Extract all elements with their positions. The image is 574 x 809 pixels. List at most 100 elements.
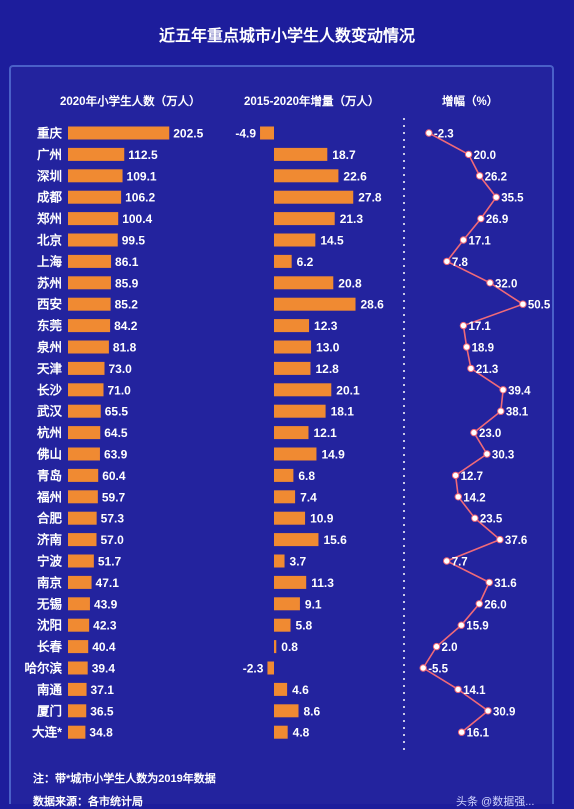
students-bar bbox=[68, 554, 94, 568]
growth-value-label: 15.9 bbox=[466, 621, 488, 633]
students-value-label: 81.8 bbox=[113, 341, 137, 355]
increase-value-label: 18.1 bbox=[331, 405, 355, 419]
students-bar bbox=[68, 533, 97, 547]
increase-value-label: 5.8 bbox=[296, 619, 313, 633]
city-label: 天津 bbox=[37, 361, 63, 376]
students-bar bbox=[68, 704, 87, 718]
increase-value-label: 21.3 bbox=[340, 212, 364, 226]
city-label: 宁波 bbox=[37, 554, 63, 569]
students-bar bbox=[68, 490, 98, 504]
students-value-label: 85.9 bbox=[115, 276, 139, 290]
growth-value-label: 23.5 bbox=[480, 514, 503, 526]
students-value-label: 71.0 bbox=[108, 383, 132, 397]
students-value-label: 47.1 bbox=[96, 576, 120, 590]
increase-bar bbox=[274, 575, 307, 589]
growth-value-label: 50.5 bbox=[528, 300, 551, 312]
city-label: 佛山 bbox=[36, 447, 62, 462]
city-label: 厦门 bbox=[37, 703, 62, 718]
city-label: 无锡 bbox=[36, 596, 63, 611]
growth-point bbox=[477, 214, 485, 223]
growth-point bbox=[484, 707, 492, 715]
chart-title: 近五年重点城市小学生人数变动情况 bbox=[158, 28, 415, 45]
students-value-label: 40.4 bbox=[92, 640, 116, 654]
city-label: 沈阳 bbox=[37, 618, 62, 633]
students-bar bbox=[68, 383, 104, 397]
growth-value-label: 14.1 bbox=[463, 685, 486, 697]
city-label: 重庆 bbox=[37, 126, 63, 141]
students-bar bbox=[68, 661, 88, 675]
students-bar bbox=[68, 404, 101, 418]
city-label: 东莞 bbox=[37, 318, 63, 333]
students-bar bbox=[68, 190, 122, 204]
growth-value-label: 26.2 bbox=[485, 171, 507, 183]
growth-value-label: 7.8 bbox=[452, 257, 469, 269]
city-label: 长沙 bbox=[37, 382, 63, 397]
growth-point bbox=[462, 343, 471, 351]
growth-point bbox=[432, 642, 441, 651]
students-bar bbox=[68, 618, 90, 632]
increase-value-label: 6.2 bbox=[297, 255, 314, 269]
increase-bar bbox=[274, 383, 332, 397]
growth-value-label: 26.0 bbox=[484, 599, 506, 611]
increase-bar bbox=[274, 704, 299, 718]
students-bar bbox=[68, 640, 89, 654]
students-bar bbox=[68, 575, 92, 589]
students-value-label: 60.4 bbox=[102, 469, 126, 483]
growth-point bbox=[467, 364, 475, 373]
students-value-label: 106.2 bbox=[125, 191, 155, 205]
students-bar bbox=[68, 169, 123, 183]
growth-value-label: 17.1 bbox=[468, 236, 491, 248]
students-bar bbox=[68, 126, 170, 140]
increase-bar bbox=[274, 404, 326, 418]
city-label: 广州 bbox=[37, 147, 62, 162]
increase-value-label: 11.3 bbox=[311, 576, 334, 590]
growth-value-label: 26.9 bbox=[486, 214, 508, 226]
students-value-label: 57.0 bbox=[101, 533, 125, 547]
growth-value-label: 38.1 bbox=[506, 407, 529, 419]
students-value-label: 57.3 bbox=[101, 512, 125, 526]
watermark: 头条 @数据强... bbox=[456, 796, 535, 808]
header-growth: 增幅（%） bbox=[442, 96, 499, 108]
city-label: 北京 bbox=[37, 233, 63, 248]
increase-bar bbox=[274, 725, 288, 739]
growth-value-label: -2.3 bbox=[434, 129, 454, 141]
students-bar bbox=[68, 511, 97, 525]
increase-value-label: 3.7 bbox=[290, 555, 307, 569]
students-bar bbox=[68, 147, 125, 161]
increase-value-label: 4.8 bbox=[293, 726, 310, 740]
growth-point bbox=[492, 193, 500, 201]
increase-bar bbox=[274, 447, 317, 461]
students-bar bbox=[68, 212, 119, 226]
city-label: 苏州 bbox=[37, 275, 62, 290]
city-label: 福州 bbox=[36, 489, 62, 504]
students-value-label: 65.5 bbox=[105, 405, 129, 419]
students-value-label: 99.5 bbox=[122, 234, 146, 248]
city-label: 深圳 bbox=[37, 168, 62, 183]
growth-point bbox=[443, 557, 451, 565]
growth-value-label: 18.9 bbox=[472, 343, 494, 355]
city-label: 西安 bbox=[37, 297, 62, 312]
increase-value-label: 15.6 bbox=[323, 533, 347, 547]
increase-value-label: 12.1 bbox=[313, 426, 337, 440]
increase-value-label: 18.7 bbox=[332, 148, 356, 162]
growth-point bbox=[457, 621, 466, 629]
students-value-label: 202.5 bbox=[173, 127, 203, 141]
students-bar bbox=[68, 361, 105, 375]
city-label: 合肥 bbox=[37, 511, 63, 526]
growth-value-label: 37.6 bbox=[505, 535, 527, 547]
growth-point bbox=[470, 428, 478, 437]
city-label: 武汉 bbox=[37, 404, 63, 419]
growth-value-label: 7.7 bbox=[452, 557, 468, 569]
growth-value-label: 35.5 bbox=[501, 193, 524, 205]
increase-value-label: 0.8 bbox=[281, 640, 298, 654]
growth-point bbox=[443, 257, 451, 266]
students-value-label: 39.4 bbox=[92, 662, 116, 676]
students-value-label: 59.7 bbox=[102, 490, 126, 504]
increase-bar bbox=[274, 533, 319, 547]
students-bar bbox=[68, 254, 112, 268]
city-label: 长春 bbox=[37, 639, 63, 654]
increase-bar bbox=[260, 126, 274, 140]
increase-value-label: 27.8 bbox=[358, 191, 382, 205]
growth-value-label: 2.0 bbox=[442, 642, 458, 654]
